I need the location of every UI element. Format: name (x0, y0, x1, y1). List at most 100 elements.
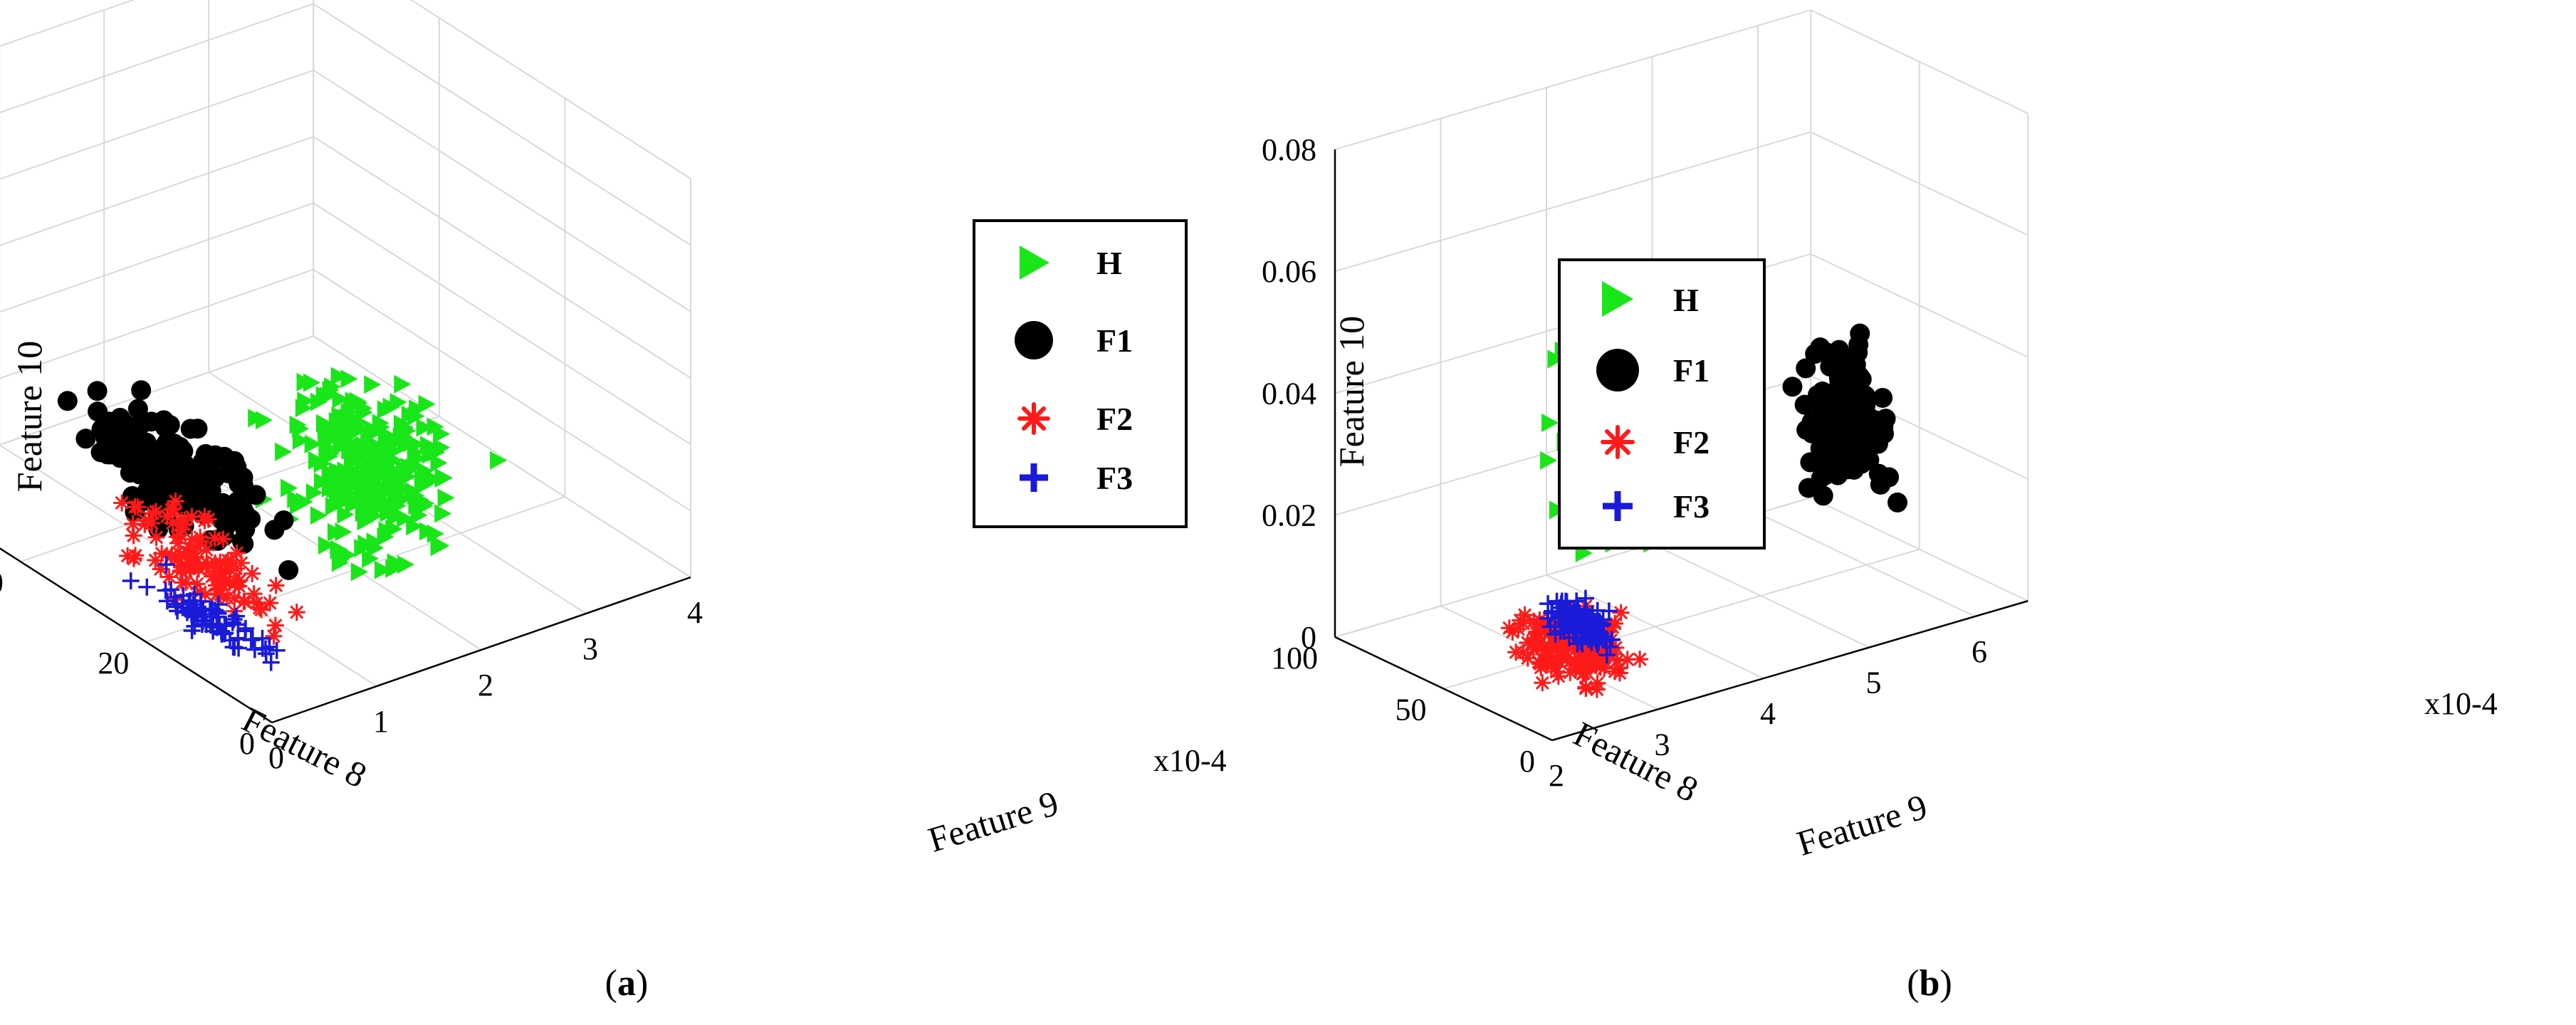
point-h (1547, 349, 1565, 369)
point-f2 (221, 574, 239, 592)
point-f2 (189, 559, 207, 577)
point-f2 (1584, 646, 1602, 664)
side-wall-grid-line (313, 335, 691, 578)
point-f2 (125, 527, 142, 545)
point-f2 (1530, 653, 1548, 671)
floor-grid-line (1652, 543, 1870, 648)
x-axis-line (1334, 636, 1553, 742)
point-h (394, 374, 412, 394)
point-f1 (1782, 377, 1803, 397)
point-f2 (1547, 651, 1565, 669)
panel-a-y-multiplier: x10-4 (1153, 743, 1227, 778)
point-f2 (167, 493, 184, 510)
point-f1 (1796, 358, 1816, 379)
point-f2 (173, 520, 191, 538)
point-f2 (219, 552, 237, 569)
point-f3 (188, 603, 206, 621)
point-f2 (248, 594, 266, 612)
point-f2 (164, 500, 182, 517)
point-f2 (1567, 660, 1585, 678)
point-f2 (196, 508, 214, 525)
panel-a-grid (0, 0, 691, 724)
point-f2 (174, 574, 192, 592)
point-h (346, 423, 364, 442)
point-f3 (138, 578, 156, 596)
point-f1 (1873, 387, 1893, 408)
point-f2 (1588, 680, 1606, 698)
point-f3 (244, 631, 261, 648)
point-f1 (1798, 478, 1818, 498)
y-tick-label: 2 (478, 668, 493, 703)
point-f2 (1539, 647, 1556, 665)
back-wall-grid-line (0, 268, 314, 379)
point-h (357, 512, 375, 531)
y-tick-label: 5 (1866, 666, 1882, 700)
point-f1 (187, 419, 208, 439)
point-h (430, 537, 448, 557)
panel-b-y-multiplier: x10-4 (2424, 686, 2498, 721)
point-f3 (226, 638, 244, 656)
point-h (305, 483, 323, 502)
point-h (357, 535, 375, 554)
point-f2 (245, 585, 263, 603)
point-h (289, 496, 307, 515)
point-h (490, 451, 508, 470)
panel-b-ylabel: Feature 9 (1792, 787, 1932, 863)
point-f2 (288, 604, 305, 621)
z-tick-label: 0.04 (1262, 376, 1316, 411)
point-f2 (169, 535, 187, 552)
point-f2 (1514, 614, 1532, 632)
point-h (363, 419, 381, 438)
point-f2 (235, 592, 253, 610)
point-f2 (1519, 634, 1536, 651)
point-f1 (1805, 344, 1826, 364)
point-h (366, 532, 384, 552)
point-f2 (244, 564, 261, 582)
y-tick-label: 4 (1760, 696, 1776, 731)
floor-grid-line (1443, 548, 1920, 690)
point-f3 (157, 556, 175, 574)
point-f2 (181, 540, 199, 557)
point-f2 (158, 508, 176, 525)
point-f1 (241, 509, 261, 530)
panel-b-xlabel: Feature 8 (1568, 713, 1705, 809)
side-wall-grid-line (1810, 497, 2028, 602)
point-h (292, 431, 310, 450)
back-wall-grid-line (0, 69, 314, 180)
point-f1 (170, 441, 191, 461)
point-f1 (197, 472, 217, 493)
y-axis-line (271, 576, 691, 724)
point-h (375, 451, 393, 470)
point-f1 (1809, 427, 1830, 448)
point-f2 (162, 548, 179, 566)
point-f2 (1534, 674, 1551, 692)
point-f3 (122, 572, 140, 589)
point-f2 (183, 530, 201, 548)
point-f3 (1588, 616, 1606, 634)
point-f2 (226, 575, 244, 593)
point-f2 (1574, 665, 1591, 683)
point-h (337, 505, 355, 524)
point-f2 (211, 553, 229, 571)
point-f2 (208, 585, 226, 603)
point-f2 (214, 575, 231, 593)
panel-b-legend-f2-marker (1601, 425, 1635, 459)
point-h (365, 457, 382, 476)
point-f3 (1568, 623, 1586, 641)
point-f2 (265, 627, 283, 645)
point-h (426, 417, 444, 436)
point-f2 (1554, 647, 1571, 665)
y-axis-line (1551, 600, 2028, 742)
point-f2 (218, 589, 236, 606)
point-h (386, 451, 404, 470)
floor-grid-line (1757, 512, 1976, 617)
point-f3 (236, 619, 254, 637)
y-tick-label: 6 (1972, 634, 1987, 669)
point-h (340, 369, 358, 389)
point-f1 (1822, 461, 1843, 481)
point-h (389, 393, 407, 412)
point-f2 (182, 554, 200, 572)
point-h (1540, 451, 1558, 470)
panel-b-zlabel: Feature 10 (1331, 316, 1371, 467)
